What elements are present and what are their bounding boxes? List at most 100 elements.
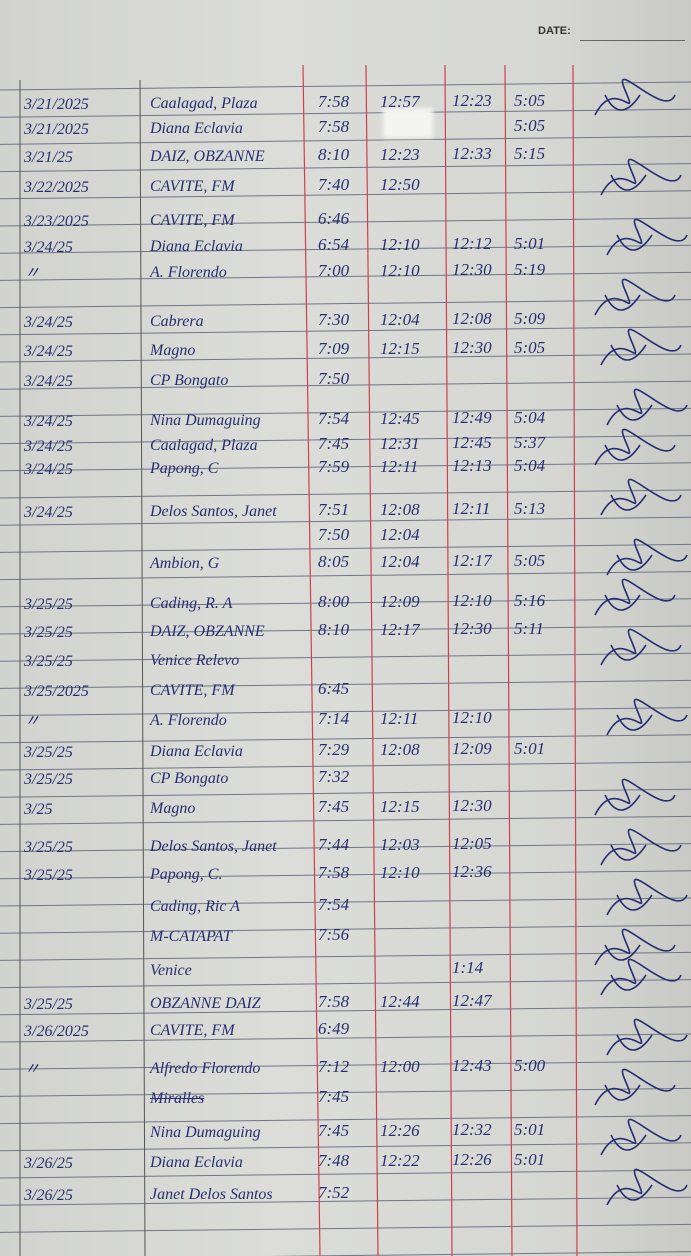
row-name: Cabrera bbox=[150, 312, 204, 330]
row-name: Ambion, G bbox=[150, 554, 220, 572]
row-pm-in: 12:17 bbox=[452, 551, 492, 571]
date-field-line bbox=[580, 40, 685, 41]
row-name: DAIZ, OBZANNE bbox=[150, 147, 265, 165]
row-am-in: 7:44 bbox=[318, 835, 350, 855]
row-name: Diana Eclavia bbox=[150, 742, 243, 760]
row-name: CP Bongato bbox=[150, 769, 229, 787]
row-pm-in: 12:09 bbox=[452, 739, 492, 759]
rule-line bbox=[0, 299, 691, 309]
row-am-out: 12:15 bbox=[380, 338, 420, 358]
row-pm-out: 5:05 bbox=[514, 90, 546, 110]
row-date: 3/26/2025 bbox=[24, 1022, 89, 1040]
row-am-in: 6:45 bbox=[318, 679, 350, 699]
row-date: 〃 bbox=[24, 264, 41, 282]
row-am-in: 8:05 bbox=[318, 552, 350, 572]
row-am-out: 12:04 bbox=[380, 551, 420, 571]
row-date: 3/25/25 bbox=[24, 995, 73, 1013]
row-am-out: 12:50 bbox=[380, 174, 420, 194]
row-date: 3/26/25 bbox=[24, 1186, 73, 1204]
rule-line bbox=[0, 571, 691, 581]
row-am-in: 7:12 bbox=[318, 1057, 350, 1077]
row-am-out: 12:00 bbox=[380, 1056, 420, 1076]
rule-line bbox=[0, 326, 691, 336]
row-date: 3/21/25 bbox=[24, 148, 73, 166]
row-pm-in: 12:08 bbox=[452, 309, 492, 329]
row-am-out: 12:57 bbox=[380, 91, 420, 111]
row-am-in: 7:14 bbox=[318, 709, 350, 729]
row-am-in: 7:00 bbox=[318, 261, 350, 281]
glare-patch bbox=[383, 108, 433, 138]
row-name: Papong, C. bbox=[150, 865, 223, 883]
rule-line bbox=[0, 543, 691, 553]
row-name: Delos Santos, Janet bbox=[150, 837, 277, 855]
row-pm-in: 12:05 bbox=[452, 834, 492, 854]
row-pm-out: 5:01 bbox=[514, 738, 546, 758]
row-name: Diana Eclavia bbox=[150, 119, 243, 137]
rule-line bbox=[0, 1087, 691, 1097]
rule-line bbox=[0, 652, 691, 662]
row-date: 3/25/25 bbox=[24, 595, 73, 613]
row-name: Miralles bbox=[150, 1089, 205, 1107]
row-pm-out: 5:19 bbox=[514, 259, 546, 279]
row-date: 3/24/25 bbox=[24, 437, 73, 455]
row-date: 3/24/25 bbox=[24, 313, 73, 331]
row-am-in: 8:10 bbox=[318, 620, 350, 640]
row-date: 3/25/25 bbox=[24, 866, 73, 884]
row-pm-in: 12:11 bbox=[452, 499, 491, 519]
row-date: 〃 bbox=[24, 712, 41, 730]
rule-line bbox=[0, 489, 691, 499]
rule-line bbox=[0, 435, 691, 445]
row-pm-out: 5:01 bbox=[514, 233, 546, 253]
rule-line bbox=[0, 707, 691, 717]
signature-scribble bbox=[606, 698, 688, 736]
row-date: 3/25 bbox=[24, 800, 53, 818]
red-margin-line bbox=[504, 64, 513, 1256]
row-pm-out: 5:05 bbox=[514, 550, 546, 570]
row-date: 3/22/2025 bbox=[24, 178, 89, 196]
row-date: 3/24/25 bbox=[24, 412, 73, 430]
row-name: Venice bbox=[150, 961, 192, 979]
rule-line bbox=[0, 217, 691, 227]
row-am-out: 12:22 bbox=[380, 1150, 420, 1170]
row-pm-in: 12:26 bbox=[452, 1150, 492, 1170]
row-date: 3/26/25 bbox=[24, 1154, 73, 1172]
row-name: CAVITE, FM bbox=[150, 211, 235, 229]
red-margin-line bbox=[444, 64, 453, 1256]
rule-line bbox=[0, 1115, 691, 1125]
rule-line bbox=[0, 1196, 691, 1206]
row-pm-out: 5:01 bbox=[514, 1149, 546, 1169]
red-margin-line bbox=[302, 64, 321, 1256]
rule-line bbox=[0, 1169, 691, 1179]
row-name: Magno bbox=[150, 799, 196, 817]
row-am-in: 7:51 bbox=[318, 500, 350, 520]
row-am-out: 12:26 bbox=[380, 1120, 420, 1140]
rule-line bbox=[0, 1142, 691, 1152]
row-pm-out: 5:01 bbox=[514, 1119, 546, 1139]
red-margin-line bbox=[572, 64, 578, 1256]
row-name: Janet Delos Santos bbox=[150, 1185, 273, 1203]
signature-scribble bbox=[606, 218, 688, 256]
signature-scribble bbox=[594, 1068, 676, 1106]
row-am-in: 7:52 bbox=[318, 1183, 350, 1203]
row-pm-in: 12:30 bbox=[452, 260, 492, 280]
signature-scribble bbox=[600, 158, 682, 196]
column-divider bbox=[139, 79, 146, 1256]
row-am-out: 12:08 bbox=[380, 499, 420, 519]
row-name: A. Florendo bbox=[150, 263, 227, 281]
row-pm-in: 12:45 bbox=[452, 433, 492, 453]
row-name: Delos Santos, Janet bbox=[150, 502, 277, 520]
signature-scribble bbox=[594, 778, 676, 816]
row-pm-in: 12:47 bbox=[452, 991, 492, 1011]
row-date: 3/25/25 bbox=[24, 743, 73, 761]
row-pm-in: 1:14 bbox=[452, 958, 484, 978]
signature-scribble bbox=[606, 1018, 688, 1056]
row-am-out: 12:03 bbox=[380, 834, 420, 854]
row-name: OBZANNE DAIZ bbox=[150, 994, 261, 1012]
row-name: Cading, R. A bbox=[150, 594, 233, 612]
row-am-in: 7:09 bbox=[318, 339, 350, 359]
row-am-in: 8:00 bbox=[318, 592, 350, 612]
row-date: 3/24/25 bbox=[24, 460, 73, 478]
rule-line bbox=[0, 516, 691, 526]
row-name: DAIZ, OBZANNE bbox=[150, 622, 265, 640]
